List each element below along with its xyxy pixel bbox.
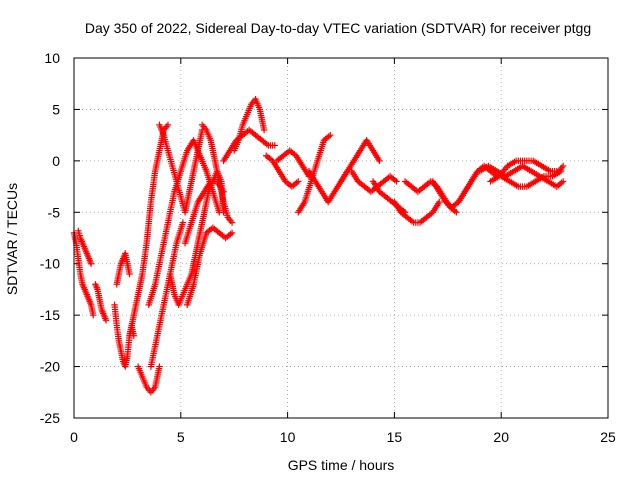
- y-tick-label: 10: [44, 50, 60, 66]
- series-arc-q: [263, 152, 302, 190]
- data-point: [260, 126, 268, 134]
- series-arc-y: [401, 178, 460, 216]
- plot-frame: [73, 57, 609, 419]
- data-point: [228, 219, 236, 226]
- y-tick-label: 5: [52, 101, 60, 117]
- data-point: [179, 219, 187, 226]
- data-point: [376, 157, 383, 165]
- y-tick-label: -25: [40, 410, 60, 426]
- data-point: [557, 167, 565, 175]
- y-tick-label: -5: [48, 204, 61, 220]
- series-arc-w: [369, 178, 409, 216]
- data-point: [327, 131, 334, 139]
- chart-title: Day 350 of 2022, Sidereal Day-to-day VTE…: [85, 20, 591, 36]
- y-tick-label: -15: [40, 307, 60, 323]
- y-axis-label: SDTVAR / TECUs: [4, 183, 20, 295]
- series-arc-n: [198, 121, 236, 226]
- series-arc-b: [75, 227, 95, 267]
- series-arc-j: [156, 121, 206, 216]
- x-tick-label: 10: [280, 429, 296, 445]
- x-tick-label: 20: [493, 429, 509, 445]
- series-arc-p: [220, 126, 278, 165]
- x-tick-label: 0: [70, 429, 78, 445]
- series-arc-h: [145, 137, 223, 309]
- series-arc-x: [391, 198, 443, 226]
- axis-ticks: [73, 57, 609, 419]
- series-arc-g: [134, 363, 163, 396]
- series-arc-o: [231, 95, 268, 154]
- data-point: [228, 229, 236, 237]
- series-arc-t: [305, 167, 351, 206]
- series-arc-m: [184, 224, 236, 309]
- series-arc-f: [126, 121, 172, 339]
- data-point: [271, 142, 278, 149]
- data-points: [70, 95, 567, 396]
- y-tick-labels: -25 -20 -15 -10 -5 0 5 10: [40, 50, 60, 426]
- series-arc-d: [111, 301, 138, 370]
- data-point: [90, 311, 97, 319]
- grid-lines: [74, 58, 608, 418]
- data-point: [87, 260, 95, 267]
- data-point: [126, 270, 133, 278]
- series-arc-ac: [487, 157, 567, 185]
- data-point: [559, 162, 567, 170]
- data-point: [102, 317, 110, 324]
- series-arc-u: [337, 137, 383, 185]
- x-tick-label: 15: [387, 429, 403, 445]
- x-tick-label: 25: [600, 429, 616, 445]
- data-point: [295, 178, 302, 185]
- series-arc-ad: [498, 167, 565, 190]
- series-arc-e: [113, 250, 133, 288]
- x-tick-labels: 0 5 10 15 20 25: [70, 429, 616, 445]
- x-tick-label: 5: [177, 429, 185, 445]
- series-arc-ab: [476, 162, 567, 190]
- data-point: [453, 209, 460, 216]
- y-tick-label: -10: [40, 256, 60, 272]
- x-axis-label: GPS time / hours: [288, 457, 395, 473]
- y-tick-label: 0: [52, 153, 60, 169]
- series-arc-s: [295, 131, 334, 216]
- data-point: [156, 363, 163, 370]
- data-point: [559, 178, 567, 185]
- y-tick-label: -20: [40, 359, 60, 375]
- data-point: [436, 198, 443, 206]
- data-point: [164, 121, 172, 129]
- series-arc-c: [92, 281, 110, 324]
- data-point: [393, 178, 400, 185]
- series-arc-k: [166, 167, 227, 309]
